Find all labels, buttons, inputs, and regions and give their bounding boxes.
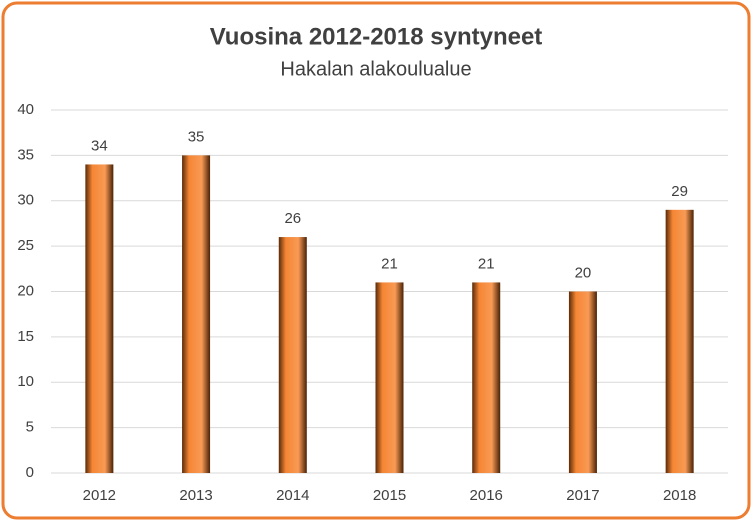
bar — [85, 164, 114, 473]
bar — [182, 155, 211, 473]
x-tick-label: 2017 — [566, 487, 599, 504]
y-tick-label: 15 — [17, 328, 34, 345]
x-tick-label: 2016 — [470, 487, 503, 504]
x-tick-label: 2014 — [276, 487, 309, 504]
y-tick-label: 40 — [17, 101, 34, 118]
value-label: 21 — [478, 255, 495, 272]
y-tick-label: 30 — [17, 192, 34, 209]
y-tick-label: 5 — [26, 419, 34, 436]
value-label: 21 — [381, 255, 398, 272]
bar — [472, 282, 501, 473]
y-tick-label: 25 — [17, 237, 34, 254]
y-tick-label: 0 — [26, 464, 34, 481]
x-tick-label: 2012 — [83, 487, 116, 504]
bar — [665, 209, 694, 473]
y-tick-label: 20 — [17, 282, 34, 299]
x-tick-label: 2018 — [663, 487, 696, 504]
y-tick-label: 10 — [17, 373, 34, 390]
x-tick-label: 2013 — [179, 487, 212, 504]
value-label: 20 — [575, 264, 592, 281]
chart-title: Vuosina 2012-2018 syntyneet — [210, 23, 543, 50]
value-label: 34 — [91, 137, 108, 154]
value-label: 35 — [188, 128, 205, 145]
bar — [375, 282, 404, 473]
value-label: 29 — [671, 183, 688, 200]
chart-subtitle: Hakalan alakoulualue — [280, 58, 471, 80]
value-label: 26 — [284, 210, 301, 227]
bar — [278, 237, 307, 473]
bar — [568, 291, 597, 473]
x-tick-label: 2015 — [373, 487, 406, 504]
y-tick-label: 35 — [17, 146, 34, 163]
